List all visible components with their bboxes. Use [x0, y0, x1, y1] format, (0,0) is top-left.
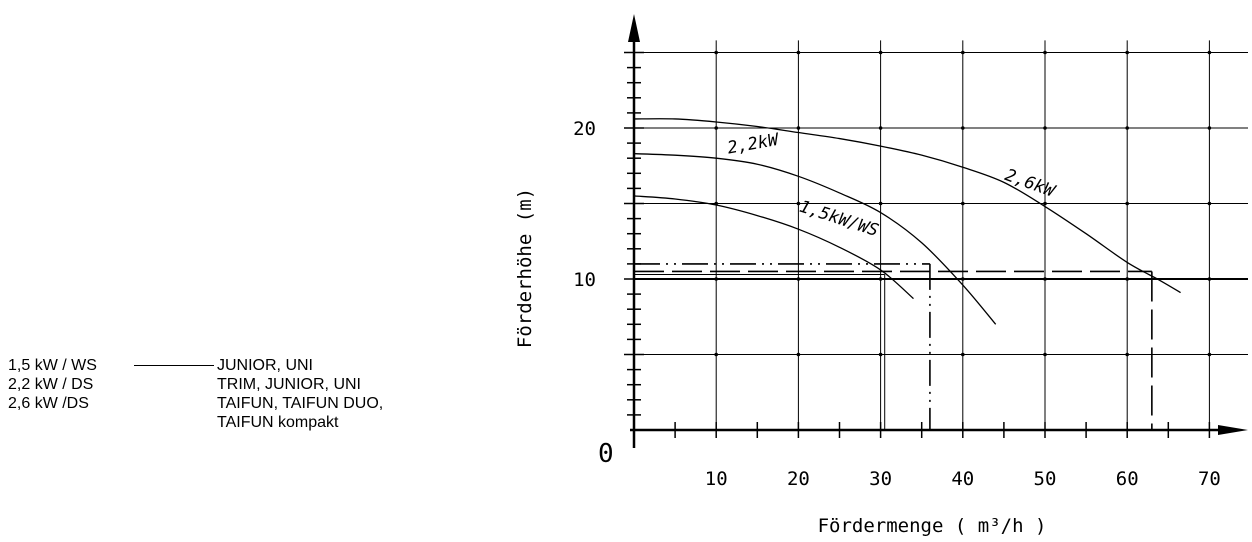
tick-labels: 10 20 30 40 50 60 70 10 20 [573, 118, 1221, 490]
curve-label: 2,6kW [1002, 165, 1059, 202]
grid-dot [961, 126, 965, 130]
grid-dot [1043, 201, 1047, 206]
grid-dot [796, 201, 801, 206]
grid-dot [1043, 277, 1047, 281]
legend-line-solid [134, 365, 214, 366]
grid-dot [1125, 126, 1129, 130]
operating-points [634, 263, 1153, 430]
grid-dot [961, 50, 965, 55]
grid-dot [961, 277, 965, 281]
grid-dot [878, 126, 883, 130]
grid [634, 40, 1248, 430]
grid-dot [1125, 50, 1129, 55]
y-tick-label: 20 [573, 118, 596, 140]
x-tick-label: 20 [787, 468, 810, 490]
grid-dot [961, 201, 965, 206]
grid-dot [1207, 352, 1212, 357]
x-tick-label: 10 [705, 468, 728, 490]
x-tick-label: 60 [1116, 468, 1139, 490]
grid-dot [878, 50, 883, 55]
grid-dot [961, 352, 965, 357]
x-axis-title: Fördermenge ( m³/h ) [818, 515, 1047, 537]
legend-key: 2,2 kW / DS [8, 376, 94, 393]
curve-15kwws [633, 195, 914, 300]
grid-dot [796, 50, 801, 55]
grid-dot [1125, 201, 1129, 206]
x-tick-label: 30 [869, 468, 892, 490]
grid-dot [1207, 50, 1212, 55]
curve-label: 2,2kW [726, 130, 782, 159]
grid-dot [714, 277, 718, 281]
grid-dot [1043, 352, 1047, 357]
x-axis-arrow [1218, 425, 1248, 435]
grid-dot [1043, 126, 1047, 130]
curve-26kw [633, 118, 1181, 294]
grid-dot [1207, 277, 1212, 281]
y-axis-title: Förderhöhe (m) [514, 188, 536, 348]
y-tick-label: 10 [573, 269, 596, 291]
legend-desc: JUNIOR, UNI [217, 357, 313, 374]
x-tick-label: 70 [1198, 468, 1221, 490]
legend-desc-continued: TAIFUN kompakt [217, 414, 339, 431]
y-axis-arrow [628, 14, 640, 42]
grid-dot [796, 126, 801, 130]
grid-dot [796, 352, 801, 357]
grid-dot [878, 201, 883, 206]
x-tick-label: 50 [1034, 468, 1057, 490]
grid-dot [796, 277, 801, 281]
grid-dot [878, 352, 883, 357]
grid-dot [1207, 126, 1212, 130]
legend-desc: TAIFUN, TAIFUN DUO, [217, 395, 384, 412]
legend-key: 1,5 kW / WS [8, 357, 97, 374]
grid-dot [714, 50, 718, 55]
grid-dot [1043, 50, 1047, 55]
x-tick-label: 40 [951, 468, 974, 490]
curve-22kw [633, 153, 997, 325]
legend-key: 2,6 kW /DS [8, 395, 89, 412]
grid-dot [714, 126, 718, 130]
grid-dot [714, 352, 718, 357]
grid-dot [1125, 277, 1129, 281]
origin-label: 0 [598, 439, 614, 469]
axes [624, 14, 1248, 448]
grid-dot [1125, 352, 1129, 357]
legend-desc: TRIM, JUNIOR, UNI [217, 376, 361, 393]
grid-dot [1207, 201, 1212, 206]
grid-dot [878, 277, 883, 281]
